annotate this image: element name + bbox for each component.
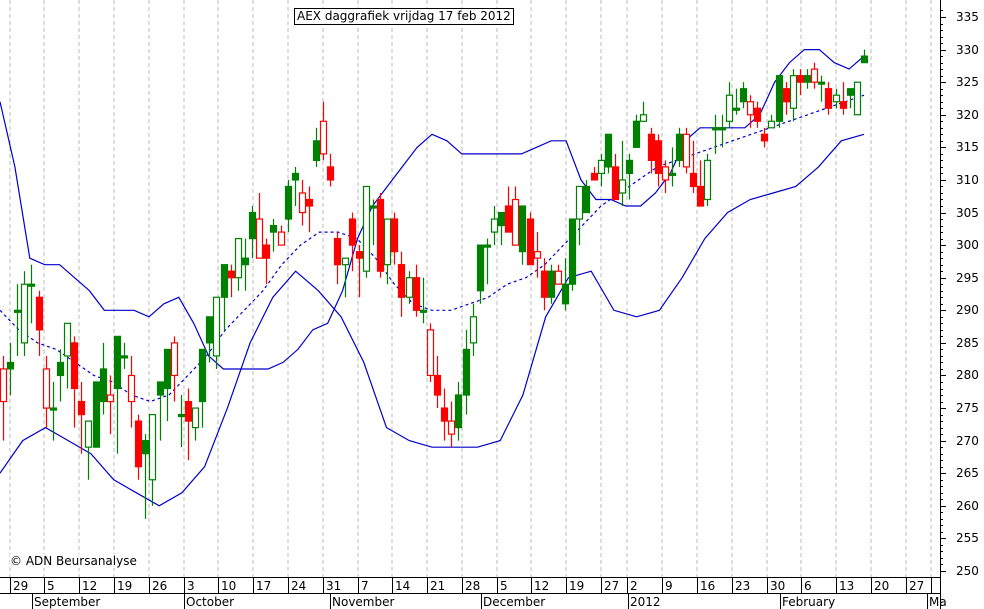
x-month-label: 2012 <box>630 595 661 609</box>
x-day-label: 30 <box>770 579 786 593</box>
y-tick-label: 265 <box>956 466 979 481</box>
x-day-label: 5 <box>47 579 55 593</box>
y-tick-label: 295 <box>956 270 979 285</box>
bollinger-bands <box>0 48 865 507</box>
y-tick-label: 290 <box>956 303 979 318</box>
x-day-label: 7 <box>361 579 369 593</box>
x-day-label: 23 <box>735 579 751 593</box>
y-tick-label: 335 <box>956 10 979 24</box>
x-day-label: 16 <box>700 579 716 593</box>
x-day-label: 21 <box>430 579 446 593</box>
x-month-label: September <box>34 595 101 609</box>
y-tick-label: 260 <box>956 498 979 513</box>
x-day-label: 6 <box>804 579 812 593</box>
y-tick-label: 255 <box>956 531 979 546</box>
y-tick-label: 300 <box>956 238 979 253</box>
axes <box>0 0 946 609</box>
x-day-label: 29 <box>13 579 29 593</box>
x-day-label: 2 <box>630 579 638 593</box>
y-tick-label: 285 <box>956 335 979 350</box>
y-tick-label: 275 <box>956 401 979 416</box>
x-day-label: 3 <box>187 579 195 593</box>
y-tick-label: 250 <box>956 564 979 578</box>
x-day-label: 20 <box>874 579 890 593</box>
x-day-label: 14 <box>395 579 411 593</box>
x-day-label: 5 <box>500 579 508 593</box>
x-month-label: February <box>782 595 836 609</box>
x-month-label: November <box>332 595 395 609</box>
chart-title: AEX daggrafiek vrijdag 17 feb 2012 <box>294 8 514 25</box>
x-day-label: 27 <box>604 579 620 593</box>
x-day-label: 9 <box>665 579 673 593</box>
x-day-label: 19 <box>569 579 585 593</box>
candles <box>0 49 869 519</box>
x-day-label: 31 <box>326 579 342 593</box>
y-tick-label: 280 <box>956 368 979 383</box>
x-day-label: 24 <box>291 579 307 593</box>
x-day-label: 12 <box>82 579 98 593</box>
x-month-label: Ma <box>929 595 947 609</box>
x-day-label: 26 <box>152 579 168 593</box>
x-month-label: December <box>483 595 546 609</box>
x-day-label: 19 <box>117 579 133 593</box>
copyright-notice: © ADN Beursanalyse <box>10 554 137 568</box>
y-tick-label: 315 <box>956 140 979 155</box>
x-day-label: 28 <box>465 579 481 593</box>
y-tick-label: 270 <box>956 433 979 448</box>
x-day-label: 13 <box>839 579 855 593</box>
y-tick-label: 320 <box>956 107 979 122</box>
y-tick-label: 310 <box>956 172 979 187</box>
y-tick-label: 325 <box>956 75 979 90</box>
x-day-label: 10 <box>221 579 237 593</box>
y-tick-label: 305 <box>956 205 979 220</box>
x-day-label: 17 <box>256 579 272 593</box>
y-tick-label: 330 <box>956 42 979 57</box>
x-day-label: 27 <box>909 579 925 593</box>
x-month-label: October <box>186 595 235 609</box>
x-day-label: 12 <box>534 579 550 593</box>
